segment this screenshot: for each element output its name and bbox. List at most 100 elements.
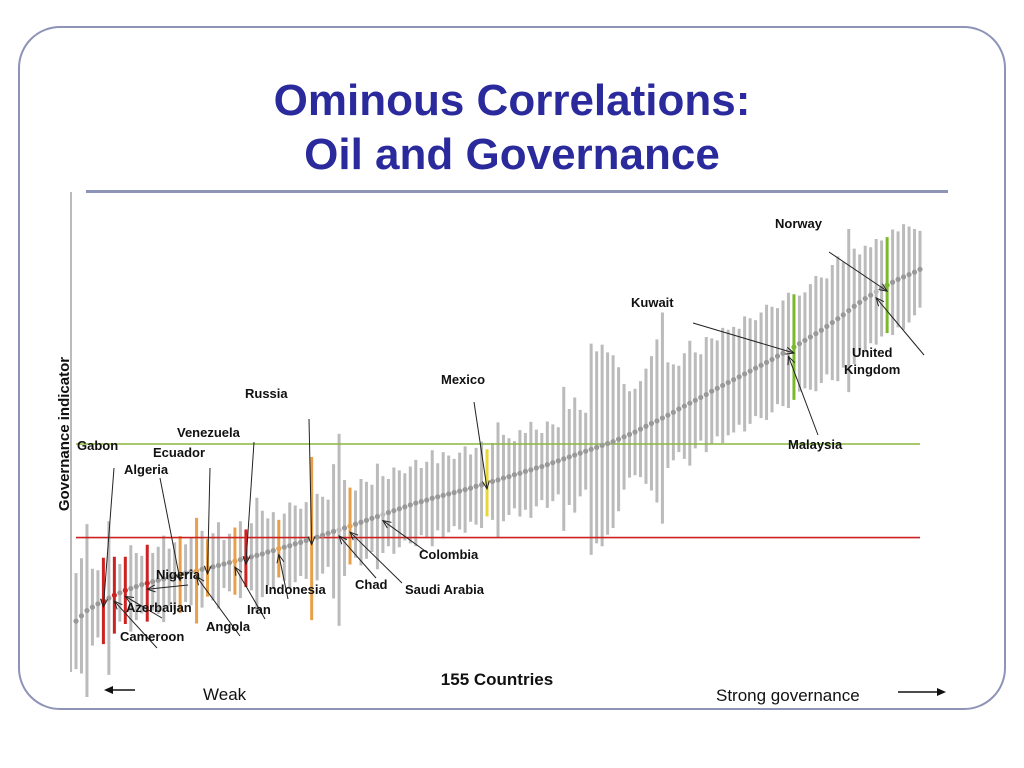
country-label: Cameroon (120, 629, 184, 644)
estimate-point (594, 444, 600, 450)
estimate-point (911, 269, 918, 275)
estimate-point (544, 462, 550, 468)
estimate-point (511, 472, 518, 478)
estimate-point (763, 359, 770, 365)
estimate-point (692, 397, 698, 403)
label-arrow-head (276, 553, 285, 564)
estimate-point (232, 558, 238, 564)
estimate-point (84, 607, 90, 614)
estimate-point (287, 543, 293, 549)
estimate-point (495, 477, 501, 483)
estimate-point (654, 418, 660, 424)
label-arrow-head (878, 283, 889, 292)
label-arrow-head (349, 531, 359, 541)
estimate-point (473, 483, 479, 489)
label-arrow (159, 477, 181, 581)
estimate-point (122, 587, 128, 594)
label-arrow (473, 401, 488, 489)
country-label: Colombia (419, 547, 479, 562)
label-arrow (245, 441, 255, 565)
estimate-point (736, 374, 742, 380)
estimate-point (150, 579, 156, 585)
weak-label: Weak (203, 685, 247, 704)
estimate-point (824, 323, 830, 329)
label-arrow (349, 531, 403, 584)
estimate-point (615, 436, 622, 442)
label-arrow-head (787, 355, 795, 366)
estimate-point (807, 334, 813, 340)
estimate-point (418, 499, 424, 505)
estimate-point (796, 341, 803, 347)
estimate-point (588, 446, 594, 452)
label-arrow (875, 297, 925, 356)
estimate-point (698, 394, 704, 401)
estimate-point (813, 331, 819, 337)
estimate-point (791, 344, 797, 350)
label-arrow-head (875, 296, 885, 307)
estimate-point (720, 382, 726, 389)
estimate-point (632, 429, 638, 435)
estimate-point (528, 467, 534, 473)
country-label: Mexico (441, 372, 485, 387)
estimate-point (188, 569, 194, 575)
country-labels: Gabon Cameroon Azerbaijan Nigeria Algeria Ang… (77, 216, 900, 644)
estimate-point (369, 515, 375, 522)
estimate-point (89, 604, 96, 610)
label-arrow-head (113, 600, 123, 610)
estimate-point (303, 537, 309, 544)
estimate-point (714, 385, 720, 391)
label-arrow-head (146, 584, 156, 593)
label-arrow-head (381, 519, 392, 529)
estimate-point (489, 478, 496, 485)
country-label: Iran (247, 602, 271, 617)
estimate-point (906, 271, 912, 278)
estimate-point (111, 592, 117, 598)
estimate-point (391, 508, 397, 514)
estimate-point (133, 583, 139, 590)
estimate-point (341, 525, 348, 531)
estimate-point (648, 420, 655, 426)
estimate-point (577, 450, 583, 456)
estimate-point (462, 487, 468, 493)
label-arrow (308, 418, 313, 545)
estimate-point (374, 513, 381, 520)
estimate-point (895, 276, 901, 282)
estimate-point (166, 574, 172, 581)
estimate-point (276, 546, 282, 552)
label-arrow (278, 554, 289, 600)
estimate-point (402, 504, 408, 510)
estimate-point (281, 544, 287, 550)
label-arrow (196, 576, 241, 637)
estimate-point (917, 266, 923, 272)
estimate-point (687, 400, 693, 406)
estimate-point (330, 528, 337, 534)
estimate-point (451, 489, 457, 496)
country-label: Chad (355, 577, 388, 592)
slide-title-line-2: Oil and Governance (304, 130, 720, 179)
estimate-point (522, 468, 529, 474)
country-label: Angola (206, 619, 251, 634)
estimate-point (226, 559, 233, 566)
estimate-point (829, 319, 835, 326)
estimate-point (747, 368, 753, 374)
estimate-point (605, 440, 611, 447)
reference-lines (76, 443, 920, 539)
country-label: Malaysia (788, 437, 843, 452)
estimate-point (731, 377, 737, 383)
right-arrow-head (937, 688, 946, 696)
estimate-point (254, 552, 260, 558)
estimate-point (626, 431, 633, 437)
estimate-point (183, 570, 189, 576)
estimate-point (561, 456, 567, 462)
country-label: Nigeria (156, 567, 201, 582)
estimate-point (336, 527, 342, 533)
estimate-point (681, 403, 687, 409)
estimate-point (555, 458, 561, 464)
estimate-point (802, 337, 808, 343)
estimate-point (215, 562, 222, 569)
estimate-point (506, 474, 512, 480)
estimate-point (139, 582, 145, 588)
estimate-point (155, 577, 161, 583)
country-label: Azerbaijan (126, 600, 192, 615)
label-arrow (234, 566, 266, 620)
